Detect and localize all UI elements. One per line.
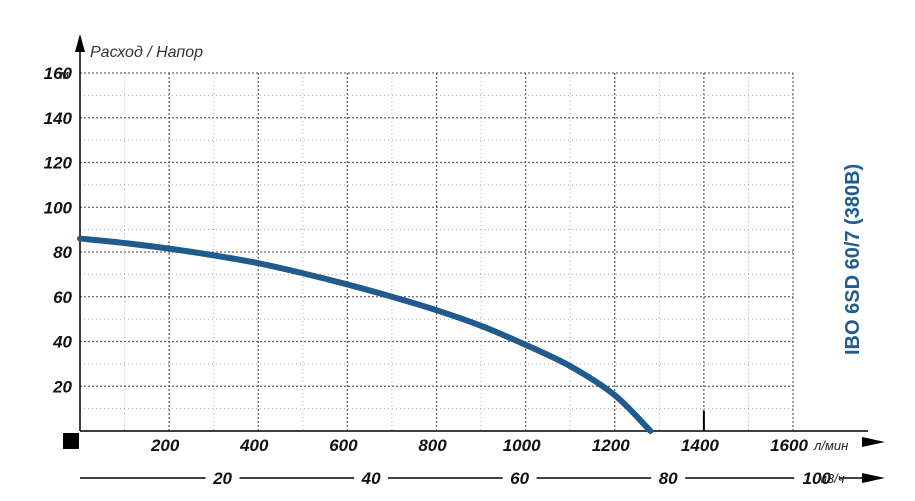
y-axis-unit: м [60, 67, 69, 82]
y-tick-label: 40 [52, 333, 72, 352]
model-label: IBO 6SD 60/7 (380В) [842, 164, 864, 355]
x-axis-arrow [862, 437, 885, 447]
x2-tick-gap [651, 468, 686, 488]
series-layer [77, 235, 654, 434]
y-axis-arrow [75, 34, 85, 52]
x2-tick-label: 20 [212, 469, 232, 488]
tick-labels: 20 40 60 80 100 120 140 160 200 400 600 800 1000 1200… [44, 64, 840, 488]
y-tick-label: 20 [52, 377, 72, 396]
y-tick-label: 80 [53, 243, 72, 262]
x-tick-label: 200 [150, 436, 180, 455]
x-tick-label: 1600 [770, 436, 808, 455]
y-tick-label: 160 [44, 64, 73, 83]
y-tick-label: 60 [53, 288, 72, 307]
grid [80, 72, 794, 431]
x-axis-unit: л/мин [813, 438, 848, 453]
x-tick-label: 800 [418, 436, 447, 455]
x2-tick-gap [205, 468, 240, 488]
x-tick-label: 1200 [592, 436, 630, 455]
x-tick-label: 1000 [503, 436, 541, 455]
x2-tick-gap [502, 468, 537, 488]
x2-axis-arrow [862, 473, 885, 483]
y-tick-label: 140 [44, 109, 73, 128]
x-tick-label: 1400 [681, 436, 719, 455]
x2-tick-label: 40 [361, 469, 381, 488]
chart-title: Расход / Напор [90, 44, 203, 61]
x-tick-label: 600 [329, 436, 358, 455]
x2-tick-gap [354, 468, 389, 488]
x2-tick-label: 80 [659, 469, 678, 488]
axes [63, 34, 885, 483]
x2-tick-label: 60 [510, 469, 529, 488]
x2-axis-unit: м3/ч [818, 471, 845, 486]
origin-marker [63, 433, 79, 449]
x2-tick-label: 100 [803, 469, 832, 488]
x2-tick-gap [794, 468, 840, 488]
y-tick-label: 120 [44, 154, 73, 173]
y-tick-label: 100 [44, 198, 73, 217]
x-tick-label: 400 [239, 436, 269, 455]
performance-curve [77, 235, 654, 434]
